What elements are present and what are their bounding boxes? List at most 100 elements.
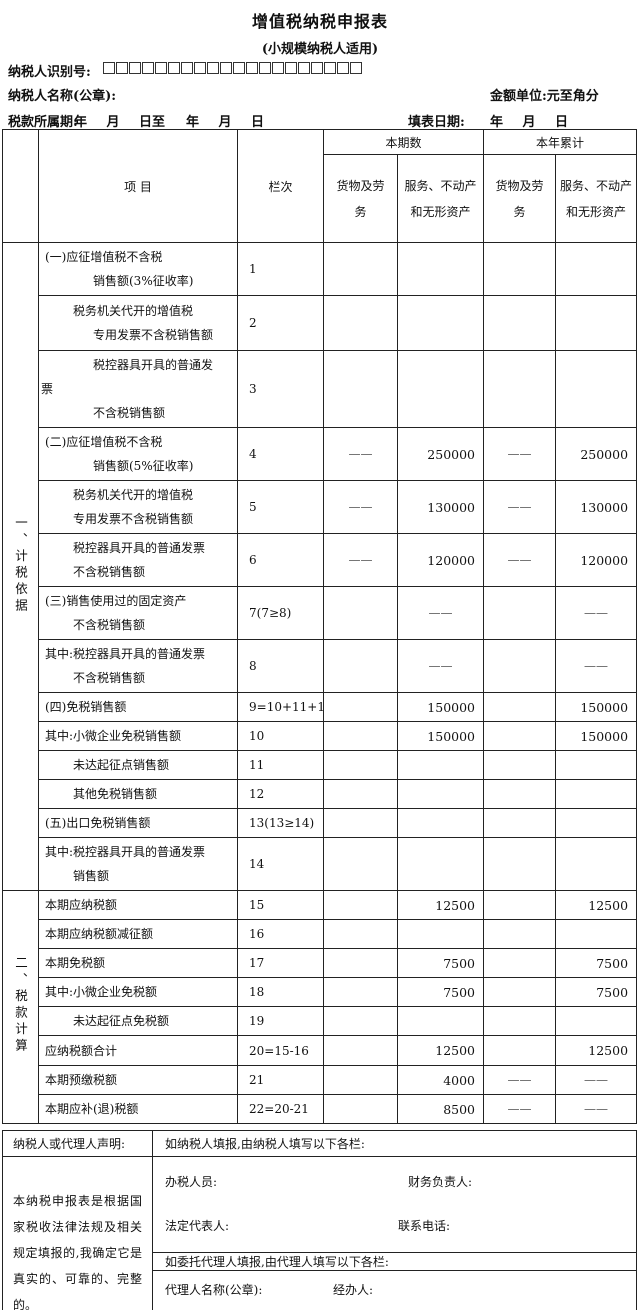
column-no-cell: 17 (237, 948, 324, 978)
item-cell: (三)销售使用过的固定资产 不含税销售额 (38, 586, 238, 640)
item-cell: 未达起征点免税额 (38, 1006, 238, 1036)
services-property-header: 服务、不动产和无形资产 (555, 154, 638, 243)
value-cell (483, 779, 557, 809)
item-cell: (一)应征增值税不含税 销售额(3%征收率) (38, 242, 238, 296)
value-cell: 150000 (555, 721, 638, 751)
value-cell: 130000 (555, 480, 638, 534)
value-cell: 150000 (555, 692, 638, 722)
table-header-row-1: 项 目 栏次 本期数 本年累计 (2, 129, 638, 243)
value-cell (555, 919, 638, 949)
table-row: 未达起征点免税额 19 (3, 1006, 638, 1036)
column-no-cell: 2 (237, 295, 324, 351)
value-cell (483, 837, 557, 891)
value-cell: 7500 (396, 977, 485, 1007)
value-cell (483, 586, 557, 640)
taxpayer-id-line: 纳税人识别号: (0, 59, 640, 83)
value-cell (555, 295, 638, 351)
column-no-cell: 3 (237, 350, 324, 428)
value-cell: —— (483, 427, 557, 481)
value-cell: 250000 (396, 427, 485, 481)
tax-period-label: 税款所属期: (8, 115, 78, 130)
column-no-header: 栏次 (237, 129, 324, 243)
column-no-cell: 8 (237, 639, 324, 693)
column-no-cell: 13(13≥14) (237, 808, 324, 838)
value-cell (396, 837, 485, 891)
item-cell: 其中:小微企业免税销售额 (38, 721, 238, 751)
table-row: 其中:税控器具开具的普通发票 不含税销售额 8 —— —— (3, 639, 638, 693)
column-no-cell: 10 (237, 721, 324, 751)
agent-handler-label: 经办人: (333, 1283, 374, 1297)
value-cell: —— (555, 639, 638, 693)
value-cell: 7500 (555, 977, 638, 1007)
value-cell (555, 750, 638, 780)
value-cell (323, 586, 398, 640)
item-cell: 税务机关代开的增值税 专用发票不含税销售额 (38, 480, 238, 534)
value-cell (323, 1035, 398, 1066)
value-cell: 4000 (396, 1065, 485, 1095)
item-cell: 应纳税额合计 (38, 1035, 238, 1066)
value-cell (396, 808, 485, 838)
value-cell: 120000 (555, 533, 638, 587)
table-row: 应纳税额合计 20=15-16 12500 12500 (3, 1035, 638, 1066)
item-cell: 其中:小微企业免税额 (38, 977, 238, 1007)
year-to-date-header: 本年累计 (483, 129, 638, 155)
value-cell (483, 808, 557, 838)
value-cell (555, 837, 638, 891)
value-cell (555, 779, 638, 809)
goods-services-header: 货物及劳务 (483, 154, 557, 243)
value-cell (323, 1065, 398, 1095)
value-cell (323, 977, 398, 1007)
value-cell (323, 948, 398, 978)
value-cell: —— (483, 1065, 557, 1095)
column-no-cell: 21 (237, 1065, 324, 1095)
item-cell: 税务机关代开的增值税 专用发票不含税销售额 (38, 295, 238, 351)
column-no-cell: 4 (237, 427, 324, 481)
value-cell (396, 295, 485, 351)
table-row: 其中:小微企业免税额 18 7500 7500 (3, 977, 638, 1007)
item-cell: 本期预缴税额 (38, 1065, 238, 1095)
value-cell (483, 350, 557, 428)
item-cell: 税控器具开具的普通发票不含税销售额 (38, 533, 238, 587)
value-cell (396, 350, 485, 428)
value-cell (483, 639, 557, 693)
value-cell (555, 808, 638, 838)
item-cell: (二)应征增值税不含税 销售额(5%征收率) (38, 427, 238, 481)
taxpayer-name-line: 纳税人名称(公章): 金额单位:元至角分 (0, 83, 640, 109)
page-title: 增值税纳税申报表 (251, 12, 388, 31)
fill-date-label: 填表日期: (408, 115, 465, 130)
item-cell: 税控器具开具的普通发票不含税销售额 (38, 350, 238, 428)
agent-fill-note: 如委托代理人填报,由代理人填写以下各栏: (152, 1252, 637, 1271)
item-cell: 本期应补(退)税额 (38, 1094, 238, 1124)
item-cell: (五)出口免税销售额 (38, 808, 238, 838)
agent-name-label: 代理人名称(公章): (165, 1283, 263, 1297)
declaration-statement: 本纳税申报表是根据国家税收法律法规及相关规定填报的,我确定它是真实的、可靠的、完… (2, 1156, 153, 1310)
value-cell (555, 350, 638, 428)
value-cell (323, 837, 398, 891)
value-cell: 12500 (555, 890, 638, 920)
value-cell (483, 242, 557, 296)
value-cell: —— (483, 533, 557, 587)
declaration-header-row: 纳税人或代理人声明: 如纳税人填报,由纳税人填写以下各栏: (2, 1130, 637, 1157)
value-cell: 150000 (396, 692, 485, 722)
tax-period-from: 年 月 日至 (74, 115, 166, 130)
taxpayer-name-label: 纳税人名称(公章): (8, 89, 117, 104)
value-cell (483, 295, 557, 351)
column-no-cell: 22=20-21 (237, 1094, 324, 1124)
value-cell: 150000 (396, 721, 485, 751)
value-cell: —— (555, 586, 638, 640)
value-cell: —— (323, 533, 398, 587)
column-no-cell: 11 (237, 750, 324, 780)
value-cell (323, 779, 398, 809)
value-cell (483, 750, 557, 780)
item-cell: 其中:税控器具开具的普通发票 不含税销售额 (38, 639, 238, 693)
table-row: 本期应补(退)税额 22=20-21 8500 —— —— (3, 1094, 638, 1124)
value-cell (323, 919, 398, 949)
value-cell: 120000 (396, 533, 485, 587)
table-row: 税务机关代开的增值税 专用发票不含税销售额 5 —— 130000 —— 1300… (3, 480, 638, 534)
value-cell (323, 242, 398, 296)
value-cell (483, 1006, 557, 1036)
section-header-cell (2, 129, 39, 243)
column-no-cell: 6 (237, 533, 324, 587)
item-cell: 其他免税销售额 (38, 779, 238, 809)
